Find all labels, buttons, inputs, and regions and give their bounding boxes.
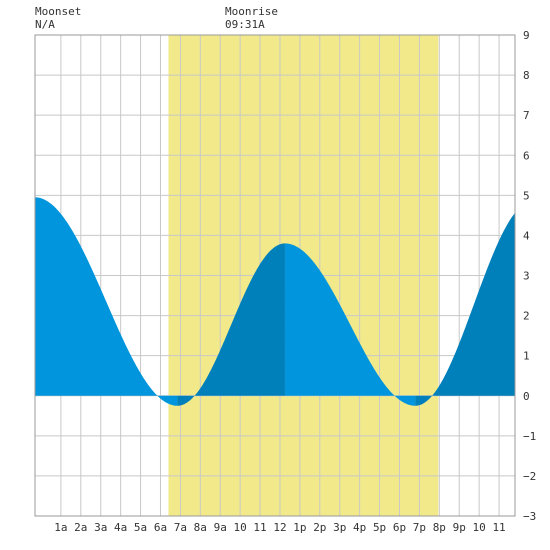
y-tick-label: 7 — [523, 109, 530, 122]
y-tick-label: −2 — [523, 470, 536, 483]
x-tick-label: 8p — [433, 521, 446, 534]
x-tick-label: 4p — [353, 521, 366, 534]
x-tick-label: 9a — [214, 521, 227, 534]
x-tick-label: 10 — [473, 521, 486, 534]
x-tick-label: 2a — [74, 521, 87, 534]
x-tick-label: 8a — [194, 521, 207, 534]
moonset-time: N/A — [35, 18, 55, 31]
moonrise-label: Moonrise — [225, 5, 278, 18]
x-tick-label: 6a — [154, 521, 167, 534]
x-tick-label: 1p — [293, 521, 306, 534]
y-tick-label: 1 — [523, 350, 530, 363]
rising-tide-area — [415, 212, 515, 406]
x-tick-label: 5a — [134, 521, 147, 534]
x-tick-label: 6p — [393, 521, 406, 534]
falling-tide-area — [284, 243, 416, 406]
y-tick-label: −3 — [523, 510, 536, 523]
y-tick-label: 6 — [523, 149, 530, 162]
x-tick-label: 7p — [413, 521, 426, 534]
x-tick-label: 3p — [333, 521, 346, 534]
y-tick-label: 5 — [523, 189, 530, 202]
y-tick-label: 4 — [523, 229, 530, 242]
rising-tide-area — [177, 243, 285, 406]
falling-tide-area — [35, 197, 178, 406]
y-tick-label: 0 — [523, 390, 530, 403]
x-tick-label: 1a — [54, 521, 67, 534]
x-tick-label: 4a — [114, 521, 127, 534]
x-tick-label: 9p — [453, 521, 466, 534]
moonset-info: Moonset N/A — [35, 5, 81, 31]
x-tick-label: 10 — [234, 521, 247, 534]
x-tick-label: 7a — [174, 521, 187, 534]
y-tick-label: 2 — [523, 310, 530, 323]
moonrise-time: 09:31A — [225, 18, 265, 31]
x-tick-label: 11 — [253, 521, 266, 534]
x-tick-label: 5p — [373, 521, 386, 534]
x-tick-label: 2p — [313, 521, 326, 534]
moonrise-info: Moonrise 09:31A — [225, 5, 278, 31]
y-tick-label: 8 — [523, 69, 530, 82]
y-tick-label: −1 — [523, 430, 536, 443]
moonset-label: Moonset — [35, 5, 82, 18]
y-tick-label: 9 — [523, 29, 530, 42]
plot-border — [34, 34, 516, 517]
x-tick-label: 11 — [492, 521, 505, 534]
x-tick-label: 3a — [94, 521, 107, 534]
x-tick-label: 12 — [273, 521, 286, 534]
y-tick-label: 3 — [523, 270, 530, 283]
